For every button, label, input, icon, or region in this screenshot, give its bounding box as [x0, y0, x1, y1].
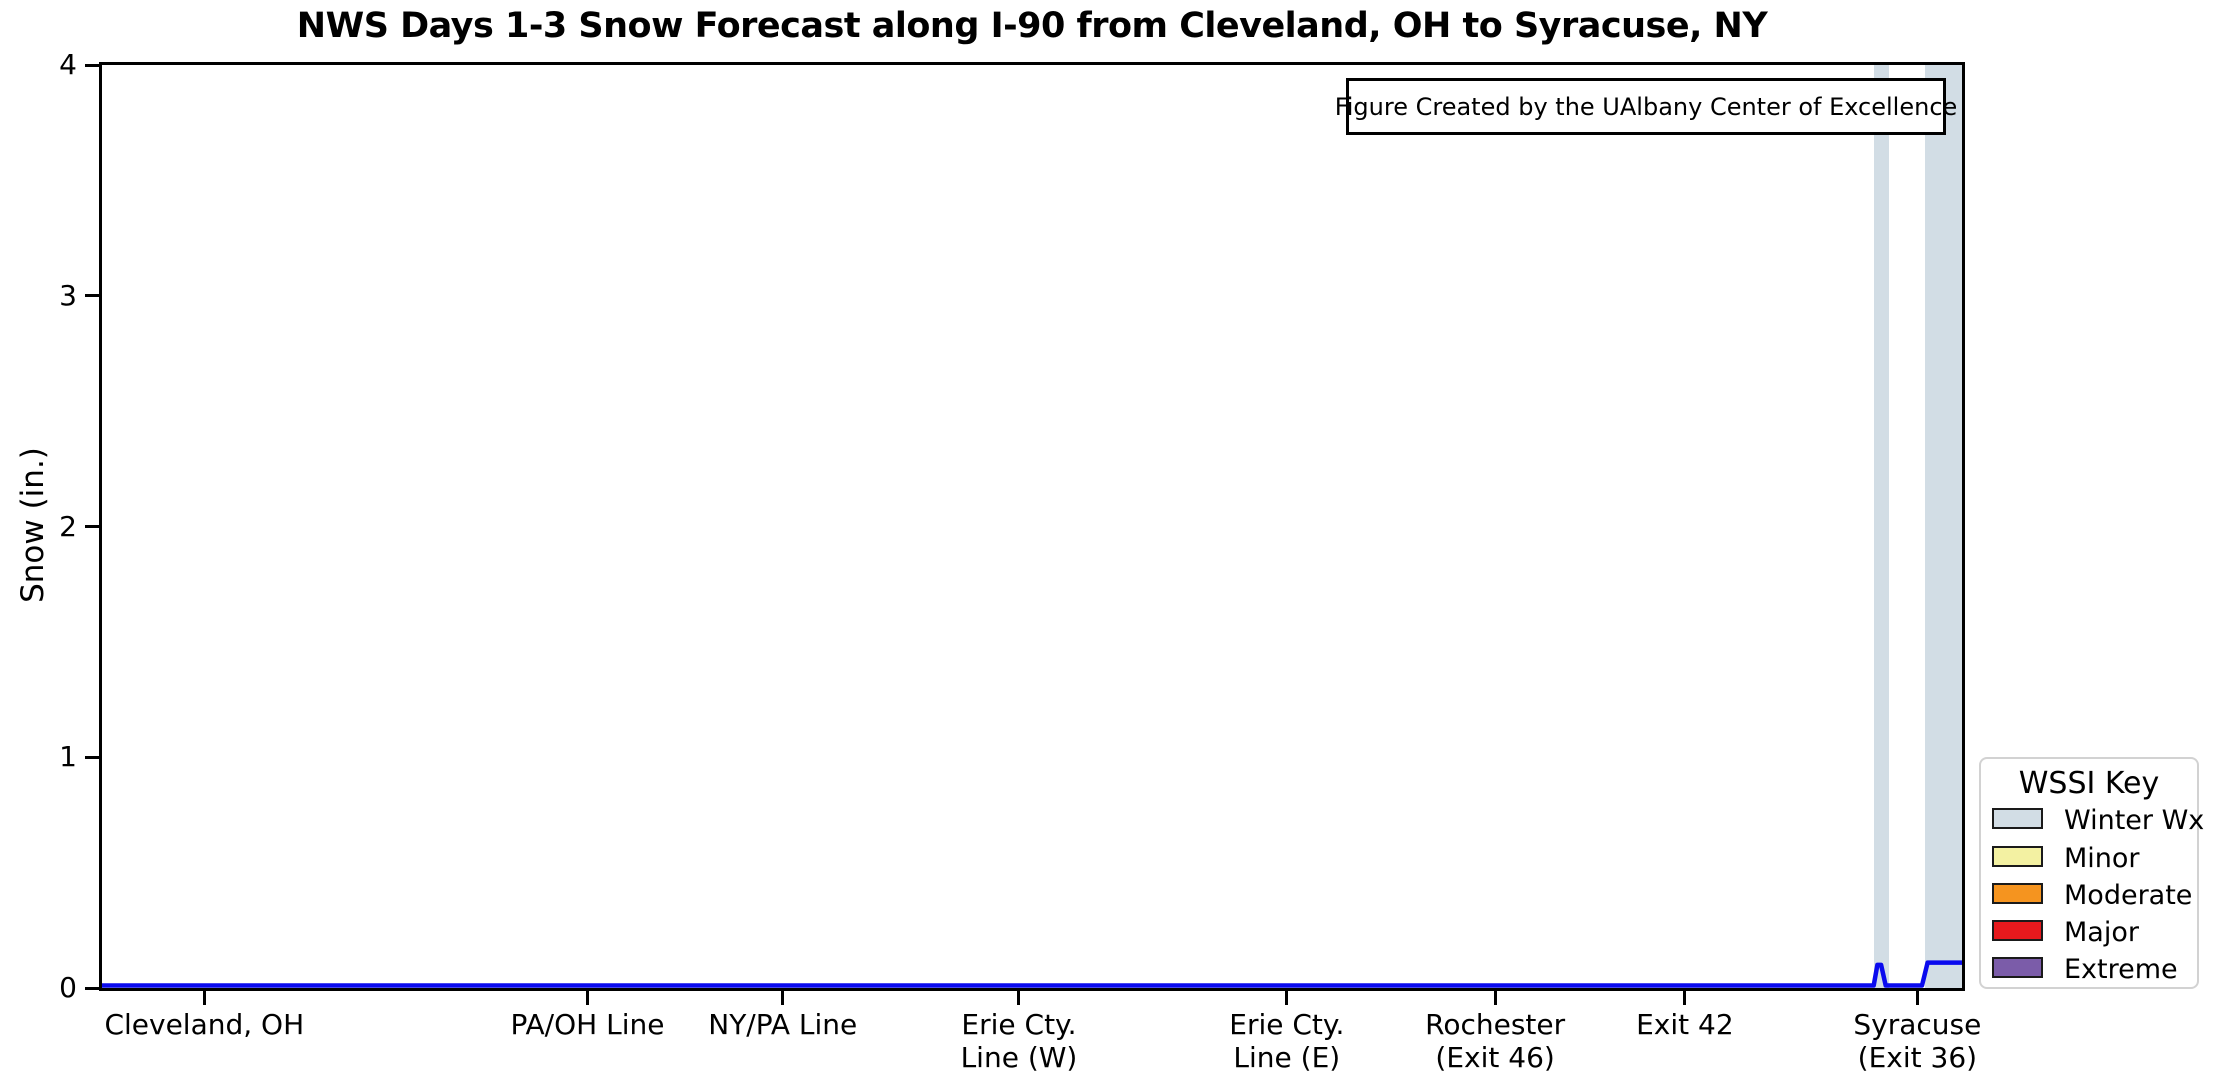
- y-tick-label: 2: [59, 509, 77, 543]
- moderate-swatch: [1992, 883, 2043, 904]
- extreme-swatch: [1992, 957, 2043, 978]
- y-tick-mark: [85, 63, 99, 67]
- x-tick-label: Erie Cty. Line (W): [960, 1008, 1078, 1074]
- x-tick-mark: [781, 991, 785, 1005]
- y-tick-label: 0: [59, 971, 77, 1004]
- legend-item-extreme: Extreme: [1981, 954, 2197, 985]
- x-tick-mark: [202, 991, 206, 1005]
- x-tick-label: Rochester (Exit 46): [1425, 1008, 1566, 1074]
- x-tick-label: Erie Cty. Line (E): [1229, 1008, 1345, 1074]
- snow-forecast-line-chart: [102, 960, 1962, 988]
- y-tick-label: 1: [59, 740, 77, 774]
- x-tick-mark: [1285, 991, 1289, 1005]
- y-tick-mark: [85, 755, 99, 759]
- legend-label: Extreme: [2064, 954, 2178, 985]
- x-tick-mark: [1017, 991, 1021, 1005]
- winter-wx-band: [1873, 65, 1889, 988]
- legend-label: Minor: [2064, 843, 2140, 874]
- plot-area: Figure Created by the UAlbany Center of …: [99, 62, 1965, 991]
- legend-item-moderate: Moderate: [1981, 880, 2197, 911]
- x-tick-label: Cleveland, OH: [104, 1008, 305, 1041]
- legend-item-minor: Minor: [1981, 843, 2197, 874]
- major-swatch: [1992, 920, 2043, 941]
- x-tick-label: NY/PA Line: [708, 1008, 858, 1041]
- chart-title: NWS Days 1-3 Snow Forecast along I-90 fr…: [296, 6, 1768, 46]
- legend-item-major: Major: [1981, 917, 2197, 948]
- x-tick-mark: [585, 991, 589, 1005]
- legend-item-winter-wx: Winter Wx: [1981, 805, 2204, 836]
- x-tick-label: Exit 42: [1636, 1008, 1734, 1041]
- y-tick-mark: [85, 294, 99, 298]
- legend-label: Moderate: [2064, 880, 2193, 911]
- minor-swatch: [1992, 846, 2043, 867]
- winter-wx-swatch: [1992, 808, 2043, 829]
- y-tick-label: 4: [59, 48, 77, 81]
- x-tick-label: PA/OH Line: [510, 1008, 665, 1041]
- x-tick-mark: [1683, 991, 1687, 1005]
- x-tick-label: Syracuse (Exit 36): [1853, 1008, 1982, 1074]
- x-tick-mark: [1915, 991, 1919, 1005]
- legend-title: WSSI Key: [2018, 766, 2160, 801]
- legend-label: Winter Wx: [2064, 805, 2205, 836]
- y-tick-mark: [85, 986, 99, 990]
- y-tick-label: 3: [59, 278, 77, 312]
- x-tick-mark: [1493, 991, 1497, 1005]
- figure-credit-box: Figure Created by the UAlbany Center of …: [1335, 78, 1957, 135]
- wssi-legend: WSSI Key Winter Wx Minor Moderate Major …: [1979, 757, 2204, 989]
- legend-label: Major: [2064, 917, 2139, 948]
- winter-wx-band: [1924, 65, 1962, 988]
- y-tick-mark: [85, 525, 99, 528]
- snow-forecast-line: [102, 960, 1962, 988]
